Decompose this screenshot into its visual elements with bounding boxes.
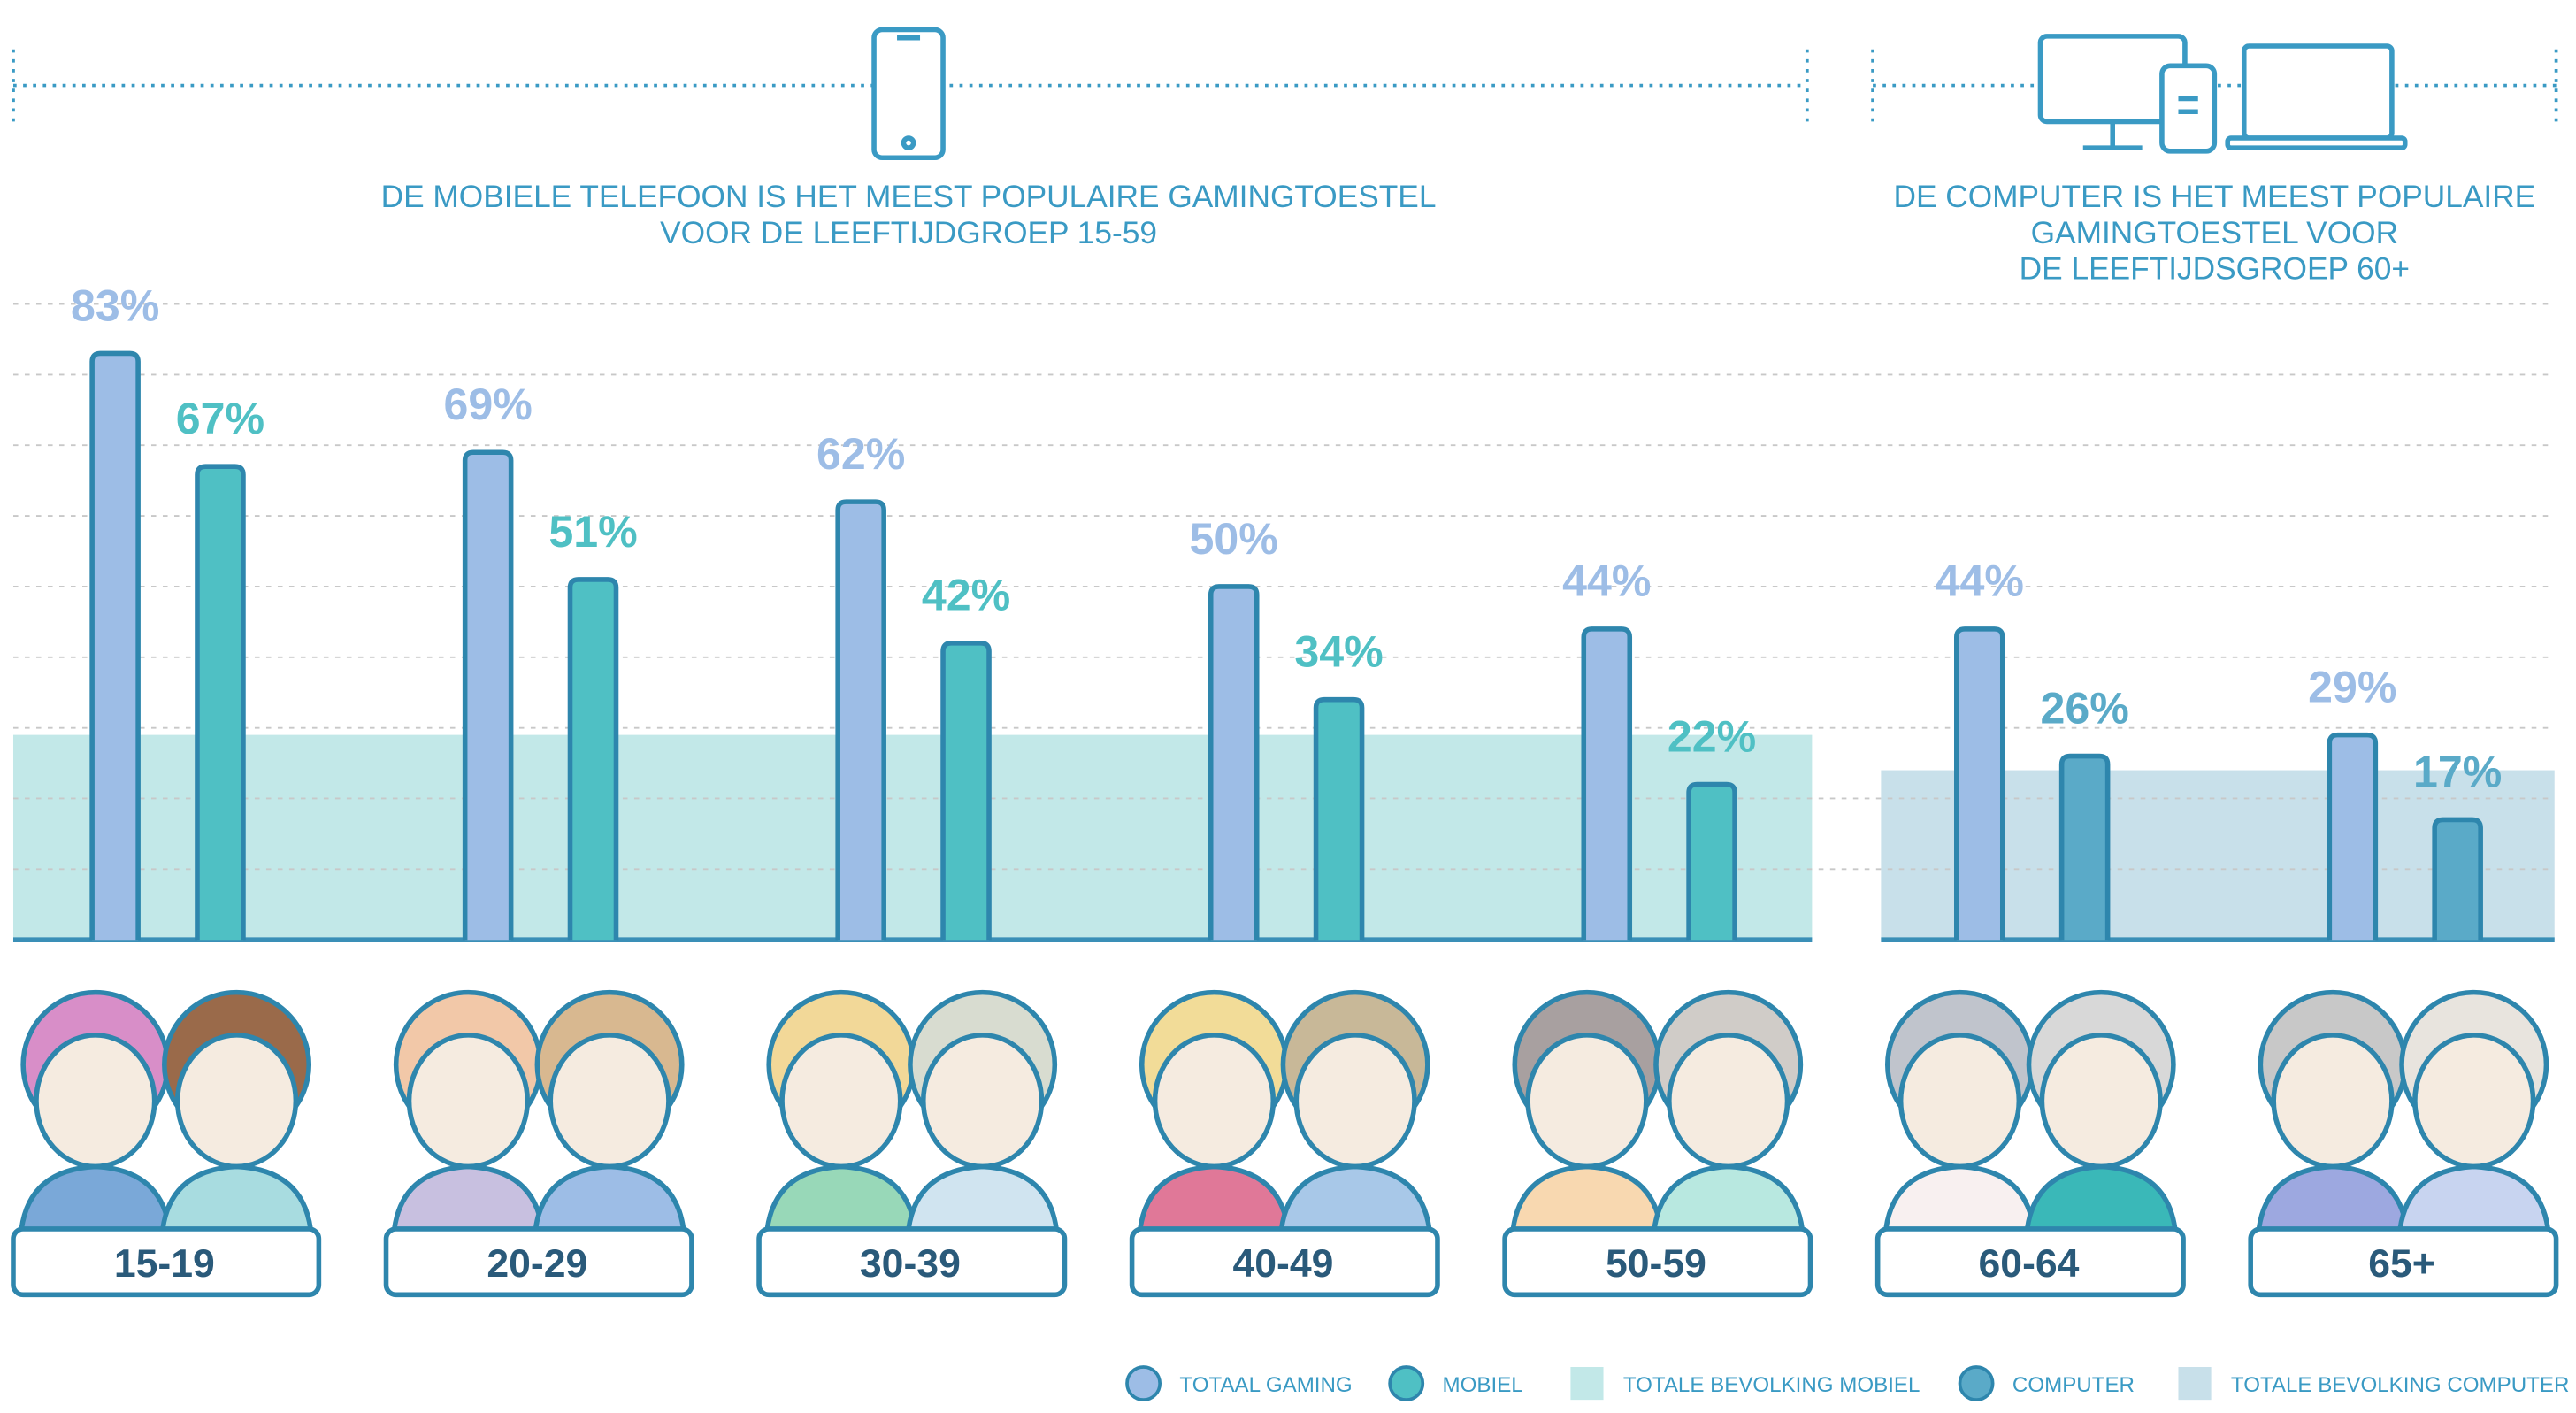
- bar: [943, 643, 989, 940]
- bands: [13, 735, 2555, 941]
- person-face: [924, 1035, 1042, 1167]
- value-label: 34%: [1294, 627, 1383, 677]
- legend-label: TOTALE BEVOLKING COMPUTER: [2231, 1373, 2570, 1397]
- legend-label: TOTALE BEVOLKING MOBIEL: [1623, 1373, 1920, 1397]
- legend-swatch: [1570, 1367, 1603, 1400]
- computer-icon: [2040, 36, 2404, 151]
- bar: [571, 580, 617, 940]
- legend-label: COMPUTER: [2012, 1373, 2135, 1397]
- person-face: [2042, 1035, 2160, 1167]
- bar: [197, 466, 243, 940]
- person-body: [1282, 1166, 1430, 1229]
- category-label: 20-29: [487, 1242, 587, 1286]
- value-label: 17%: [2413, 747, 2502, 796]
- person-face: [410, 1035, 528, 1167]
- bar: [838, 502, 884, 940]
- person-body: [1886, 1166, 2034, 1229]
- value-label: 29%: [2308, 662, 2396, 711]
- person-body: [163, 1166, 310, 1229]
- bar: [465, 452, 511, 940]
- person-body: [767, 1166, 915, 1229]
- person-face: [1669, 1035, 1788, 1167]
- value-label: 62%: [816, 429, 905, 479]
- heading: DE COMPUTER IS HET MEEST POPULAIRE: [1893, 180, 2535, 214]
- person-face: [2415, 1035, 2534, 1167]
- bar: [1689, 785, 1735, 941]
- phone-icon: [874, 29, 943, 157]
- legend-label: TOTAAL GAMING: [1179, 1373, 1352, 1397]
- person-body: [1513, 1166, 1660, 1229]
- person-face: [782, 1035, 901, 1167]
- page: {"chart_data": { "type": "bar", "heading…: [0, 0, 2576, 1413]
- value-label: 44%: [1562, 557, 1651, 606]
- heading: DE MOBIELE TELEFOON IS HET MEEST POPULAI…: [381, 180, 1437, 214]
- person-face: [178, 1035, 296, 1167]
- bar: [92, 353, 138, 940]
- value-label: 69%: [443, 380, 532, 429]
- value-label: 67%: [176, 394, 264, 443]
- person-body: [1654, 1166, 1802, 1229]
- bar: [2329, 735, 2375, 941]
- value-label: 50%: [1190, 514, 1278, 564]
- person-body: [536, 1166, 684, 1229]
- person-face: [1901, 1035, 2020, 1167]
- value-label: 51%: [548, 507, 637, 557]
- category-label: 50-59: [1606, 1242, 1706, 1286]
- value-label: 83%: [71, 280, 159, 330]
- legend-swatch: [1960, 1367, 1993, 1400]
- bar: [1583, 629, 1629, 940]
- bar: [1211, 587, 1257, 940]
- person-body: [908, 1166, 1056, 1229]
- person-body: [2400, 1166, 2548, 1229]
- person-body: [395, 1166, 542, 1229]
- heading: DE LEEFTIJDSGROEP 60+: [2020, 252, 2410, 287]
- bar: [2062, 756, 2108, 941]
- legend-swatch: [1127, 1367, 1160, 1400]
- person-face: [1528, 1035, 1646, 1167]
- legend-swatch: [2178, 1367, 2211, 1400]
- value-label: 44%: [1936, 557, 2024, 606]
- heading: VOOR DE LEEFTIJDGROEP 15-59: [660, 216, 1157, 250]
- category-label: 30-39: [860, 1242, 961, 1286]
- category-label: 65+: [2368, 1242, 2435, 1286]
- heading: GAMINGTOESTEL VOOR: [2031, 216, 2398, 250]
- person-body: [2028, 1166, 2175, 1229]
- chart: DE MOBIELE TELEFOON IS HET MEEST POPULAI…: [0, 0, 2576, 1413]
- person-body: [2258, 1166, 2406, 1229]
- legend-swatch: [1390, 1367, 1422, 1400]
- person-body: [1140, 1166, 1288, 1229]
- value-label: 26%: [2040, 683, 2128, 733]
- category-label: 40-49: [1232, 1242, 1333, 1286]
- legend-label: MOBIEL: [1443, 1373, 1523, 1397]
- value-label: 42%: [922, 571, 1010, 620]
- bar: [1316, 700, 1362, 940]
- person-face: [1155, 1035, 1274, 1167]
- person-face: [36, 1035, 155, 1167]
- person-body: [21, 1166, 169, 1229]
- category-label: 60-64: [1979, 1242, 2080, 1286]
- person-face: [2273, 1035, 2392, 1167]
- bar: [2434, 819, 2480, 940]
- category-label: 15-19: [114, 1242, 215, 1286]
- bar: [1957, 629, 2003, 940]
- person-face: [550, 1035, 669, 1167]
- person-face: [1296, 1035, 1414, 1167]
- population-band: [13, 735, 1812, 941]
- value-label: 22%: [1668, 711, 1756, 761]
